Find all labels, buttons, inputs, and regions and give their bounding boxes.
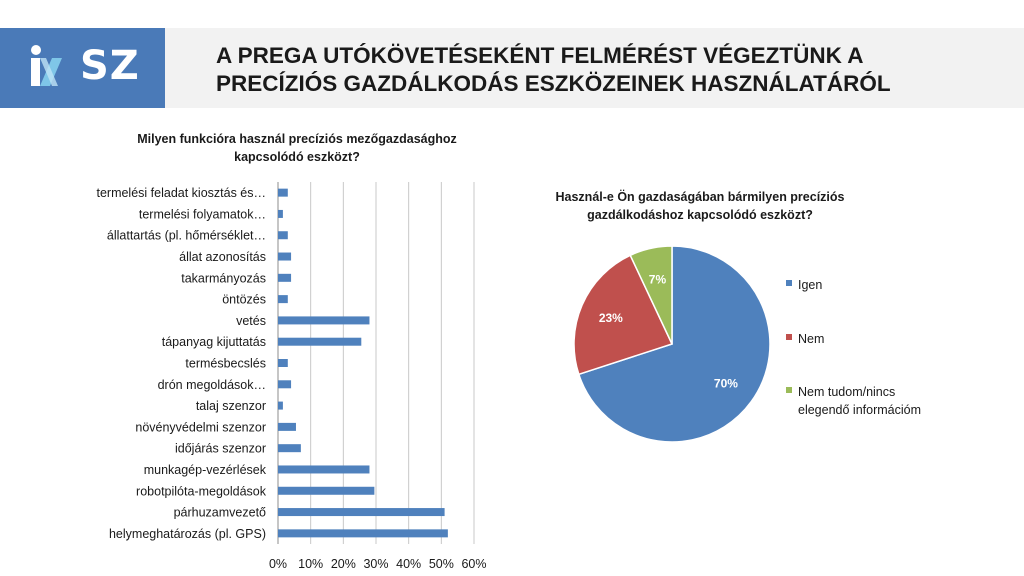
pie-slice <box>629 245 673 345</box>
x-tick-label: 50% <box>429 557 454 571</box>
header-band <box>0 28 1024 108</box>
bar <box>278 359 288 367</box>
bar <box>278 508 445 517</box>
pie-slice <box>577 245 771 443</box>
logo-text: SZ <box>80 43 140 89</box>
legend-label: Igen <box>798 278 822 292</box>
bar <box>278 231 288 240</box>
bar <box>278 401 283 410</box>
legend-label: Nem tudom/nincs <box>798 385 895 399</box>
y-category-label: drón megoldások… <box>158 378 266 392</box>
bar <box>278 529 448 538</box>
y-category-label: termésbecslés <box>185 357 266 371</box>
y-category-label: állat azonosítás <box>179 250 266 264</box>
x-tick-label: 40% <box>396 557 421 571</box>
slide-title-line: PRECÍZIÓS GAZDÁLKODÁS ESZKÖZEINEK HASZNÁ… <box>216 71 891 96</box>
legend-label: Nem <box>798 332 824 346</box>
y-category-label: öntözés <box>222 293 266 307</box>
y-category-label: növényvédelmi szenzor <box>135 420 266 434</box>
pie-data-label: 23% <box>599 311 623 325</box>
bar <box>278 316 370 325</box>
bar <box>278 295 288 304</box>
logo <box>0 28 165 108</box>
y-category-label: tápanyag kijuttatás <box>162 335 266 349</box>
bar-chart-title: Milyen funkcióra használ precíziós mezőg… <box>137 132 457 146</box>
legend-swatch <box>786 387 792 393</box>
y-category-label: helymeghatározás (pl. GPS) <box>109 527 266 541</box>
pie-data-label: 7% <box>649 272 667 286</box>
x-tick-label: 0% <box>269 557 287 571</box>
bar <box>278 444 301 453</box>
pie-data-label: 70% <box>714 377 738 391</box>
x-tick-label: 30% <box>363 557 388 571</box>
y-category-label: termelési feladat kiosztás és… <box>96 186 266 200</box>
pie-slice <box>573 254 674 376</box>
slide-title: A PREGA UTÓKÖVETÉSEKÉNT FELMÉRÉST VÉGEZT… <box>216 42 996 98</box>
bar-chart: Milyen funkcióra használ precíziós mezőg… <box>96 132 486 571</box>
bar <box>278 486 375 495</box>
bar <box>278 465 370 474</box>
legend-label: elegendő információm <box>798 403 921 417</box>
y-category-label: időjárás szenzor <box>175 442 266 456</box>
y-category-label: állattartás (pl. hőmérséklet… <box>107 229 266 243</box>
bar-chart-title: kapcsolódó eszközt? <box>234 150 360 164</box>
pie-chart-title: Használ-e Ön gazdaságában bármilyen prec… <box>556 189 845 204</box>
legend-swatch <box>786 334 792 340</box>
bar <box>278 273 292 282</box>
y-category-label: vetés <box>236 314 266 328</box>
y-category-label: robotpilóta-megoldások <box>136 484 267 498</box>
legend-swatch <box>786 280 792 286</box>
x-tick-label: 10% <box>298 557 323 571</box>
logo-mark-icon <box>31 45 62 86</box>
pie-chart-title: gazdálkodáshoz kapcsolódó eszközt? <box>587 208 813 222</box>
y-category-label: párhuzamvezető <box>174 506 266 520</box>
y-category-label: termelési folyamatok… <box>139 207 266 221</box>
bar <box>278 422 296 431</box>
x-tick-label: 60% <box>461 557 486 571</box>
bar <box>278 252 292 261</box>
bar <box>278 209 283 218</box>
y-category-label: munkagép-vezérlések <box>144 463 267 477</box>
y-category-label: talaj szenzor <box>196 399 266 413</box>
slide-title-line: A PREGA UTÓKÖVETÉSEKÉNT FELMÉRÉST VÉGEZT… <box>216 43 864 68</box>
y-category-label: takarmányozás <box>181 271 266 285</box>
bar <box>278 337 362 346</box>
x-tick-label: 20% <box>331 557 356 571</box>
pie-chart: Használ-e Ön gazdaságában bármilyen prec… <box>556 189 921 443</box>
bar <box>278 188 288 197</box>
bar <box>278 380 292 389</box>
